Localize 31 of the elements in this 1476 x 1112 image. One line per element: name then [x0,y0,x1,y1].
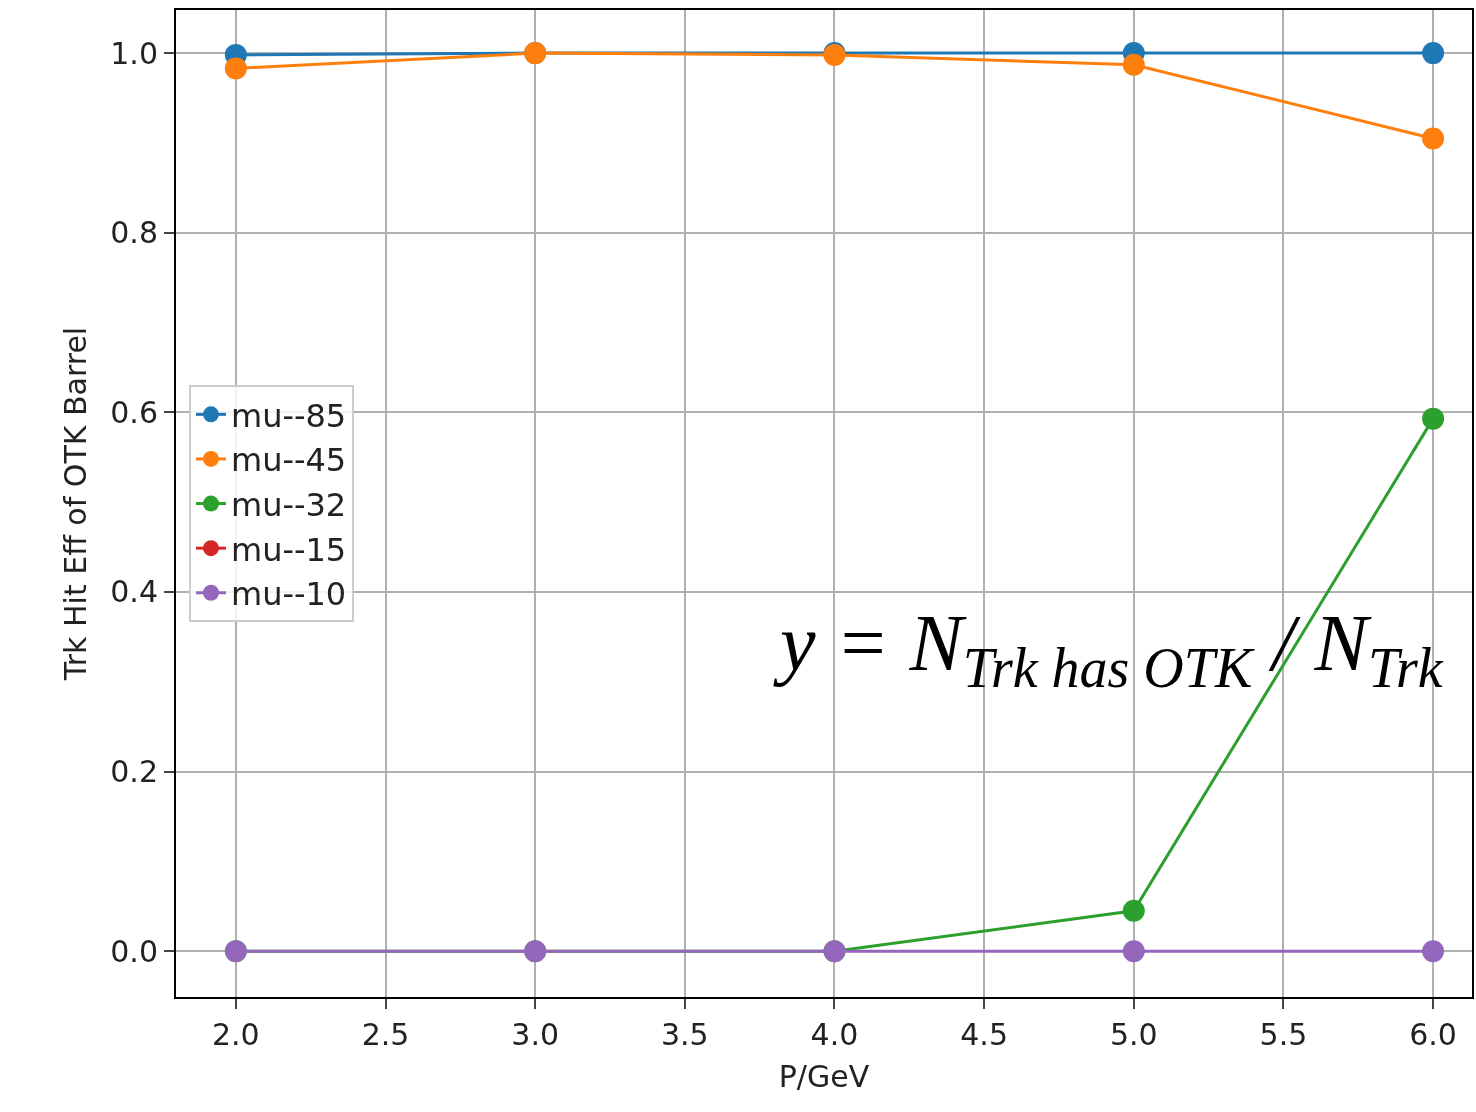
legend-label: mu--32 [230,486,347,525]
point [1122,940,1145,963]
point [1122,899,1145,922]
y-tick-label: 0.8 [110,215,158,251]
x-tick-label: 3.5 [660,1017,709,1052]
x-tick-label: 5.0 [1109,1017,1158,1052]
annotation: y = N$_{Trk has OTK}$ / N$_{Trk}$ [773,599,1444,699]
y-tick-label: 0.2 [110,754,158,790]
x-tick-label: 6.0 [1409,1017,1457,1052]
point [1422,407,1445,430]
point [1422,940,1445,963]
x-tick-label: 3.0 [511,1017,560,1052]
x-tick-label: 4.0 [810,1017,859,1052]
legend-label: mu--45 [230,441,347,480]
legend-label: mu--10 [230,575,347,614]
x-axis-title: P/GeV [778,1059,870,1094]
point [224,57,247,80]
y-tick-label: 0.0 [110,933,158,969]
y-axis-title: Trk Hit Eff of OTK Barrel [57,326,93,682]
y-tick-label: 1.0 [110,35,158,71]
point [1422,42,1445,65]
x-tick-label: 2.0 [212,1017,260,1052]
legend-label: mu--15 [230,530,347,569]
x-tick-label: 2.5 [361,1017,410,1052]
point [1122,53,1145,76]
legend-label: mu--85 [230,396,347,435]
point [1422,127,1445,150]
y-tick-label: 0.6 [110,394,158,430]
y-tick-label: 0.4 [110,574,158,610]
x-tick-label: 4.5 [960,1017,1008,1052]
x-tick-label: 5.5 [1259,1017,1308,1052]
